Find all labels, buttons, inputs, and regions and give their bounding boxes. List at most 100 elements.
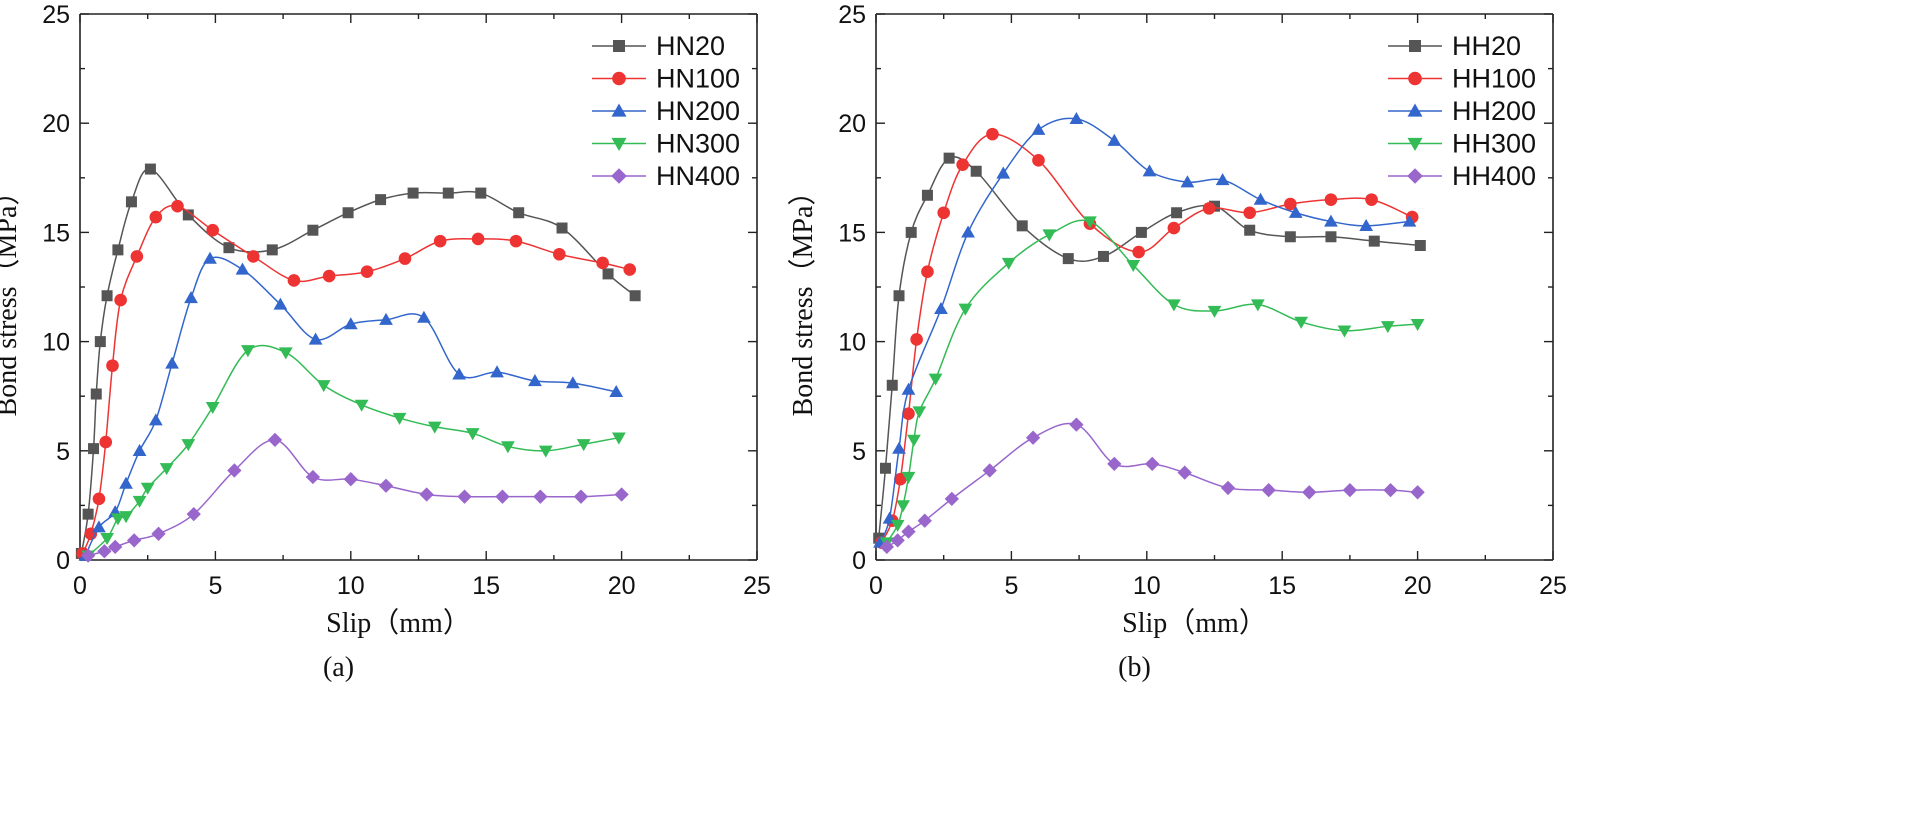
data-point	[901, 471, 916, 484]
data-point	[1402, 214, 1417, 227]
data-point	[247, 250, 260, 263]
data-point	[375, 194, 387, 206]
data-point	[442, 187, 454, 199]
data-point	[1031, 122, 1046, 135]
data-point	[1145, 456, 1160, 472]
legend-item-hh20: HH20	[1388, 31, 1521, 61]
data-point	[433, 234, 447, 248]
series-hh100	[875, 127, 1419, 549]
data-point	[1215, 173, 1230, 186]
data-point	[427, 421, 442, 434]
x-axis-label: Slip（mm）	[1122, 607, 1267, 639]
data-point	[553, 247, 566, 261]
legend-label: HH300	[1452, 129, 1536, 159]
data-point	[119, 511, 133, 524]
data-point	[490, 365, 504, 378]
legend-marker	[1408, 71, 1422, 86]
x-tick-label: 15	[472, 572, 500, 600]
data-point	[1380, 321, 1395, 334]
legend-label: HH100	[1452, 64, 1536, 94]
legend: HH20 HH100 HH200 HH300 HH400	[1388, 31, 1536, 191]
data-point	[119, 476, 133, 489]
series-line	[82, 204, 630, 554]
data-point	[206, 223, 219, 237]
data-point	[266, 244, 278, 256]
data-point	[1069, 111, 1084, 124]
legend-marker	[1407, 103, 1423, 117]
panel-label: (b)	[1118, 652, 1151, 683]
series-hn200	[78, 251, 624, 561]
data-point	[901, 524, 916, 539]
data-point	[360, 265, 374, 279]
data-point	[267, 432, 283, 448]
data-point	[186, 506, 201, 522]
series-layer	[873, 111, 1426, 555]
data-point	[1284, 197, 1297, 211]
legend-marker	[611, 103, 627, 117]
legend-label: HN100	[656, 64, 740, 94]
data-point	[112, 244, 124, 256]
data-point	[140, 482, 155, 495]
chart-panel-a: 0 5 10 15 20 25 0 5 10 15 20 25 Slip（mm）…	[0, 1, 771, 683]
data-point	[181, 439, 196, 452]
x-tick-label: 5	[208, 572, 222, 600]
data-point	[1220, 480, 1236, 496]
legend-item-hh400: HH400	[1388, 161, 1536, 191]
data-point	[378, 478, 394, 493]
x-tick-label: 25	[743, 572, 771, 600]
data-point	[879, 539, 894, 555]
data-point	[928, 373, 943, 386]
x-tick-label: 0	[869, 572, 883, 600]
data-point	[1365, 193, 1378, 206]
data-point	[88, 443, 100, 455]
data-point	[407, 187, 419, 199]
series-layer	[75, 163, 641, 563]
series-line	[886, 219, 1418, 543]
series-hh400	[879, 417, 1425, 555]
legend-item-hn100: HN100	[592, 64, 740, 94]
x-axis-label: Slip（mm）	[326, 607, 471, 639]
data-point	[114, 293, 127, 307]
data-point	[1083, 216, 1097, 229]
data-point	[614, 487, 629, 502]
data-point	[108, 539, 123, 555]
data-point	[1294, 316, 1309, 329]
data-point	[943, 152, 955, 164]
y-tick-label: 20	[838, 110, 866, 138]
chart-panel-b: 0 5 10 15 20 25 0 5 10 15 20 25 Slip（mm）…	[787, 1, 1567, 683]
series-hh20	[873, 152, 1426, 544]
data-point	[921, 189, 933, 201]
data-point	[90, 388, 102, 400]
data-point	[901, 382, 916, 395]
data-point	[528, 374, 542, 387]
data-point	[100, 533, 114, 546]
data-point	[509, 234, 523, 248]
data-point	[1180, 175, 1195, 188]
data-point	[961, 225, 975, 238]
data-point	[392, 412, 407, 425]
series-line	[877, 156, 1421, 539]
data-point	[890, 533, 905, 548]
data-point	[223, 242, 235, 254]
data-point	[97, 544, 112, 559]
data-point	[101, 290, 113, 302]
data-point	[475, 187, 487, 199]
data-point	[1302, 485, 1317, 500]
legend-marker	[1409, 40, 1421, 52]
data-point	[94, 336, 106, 348]
data-point	[1244, 224, 1256, 236]
data-point	[538, 445, 553, 458]
data-point	[227, 463, 242, 478]
data-point	[1107, 456, 1122, 472]
data-point	[343, 317, 358, 330]
data-point	[149, 210, 163, 224]
data-point	[1025, 430, 1041, 445]
data-point	[151, 526, 166, 541]
y-tick-label: 5	[56, 438, 70, 466]
data-point	[896, 500, 910, 513]
data-point	[287, 274, 301, 287]
legend-label: HN20	[656, 31, 725, 61]
data-point	[343, 472, 358, 487]
data-point	[127, 533, 142, 548]
legend-label: HH20	[1452, 31, 1521, 61]
